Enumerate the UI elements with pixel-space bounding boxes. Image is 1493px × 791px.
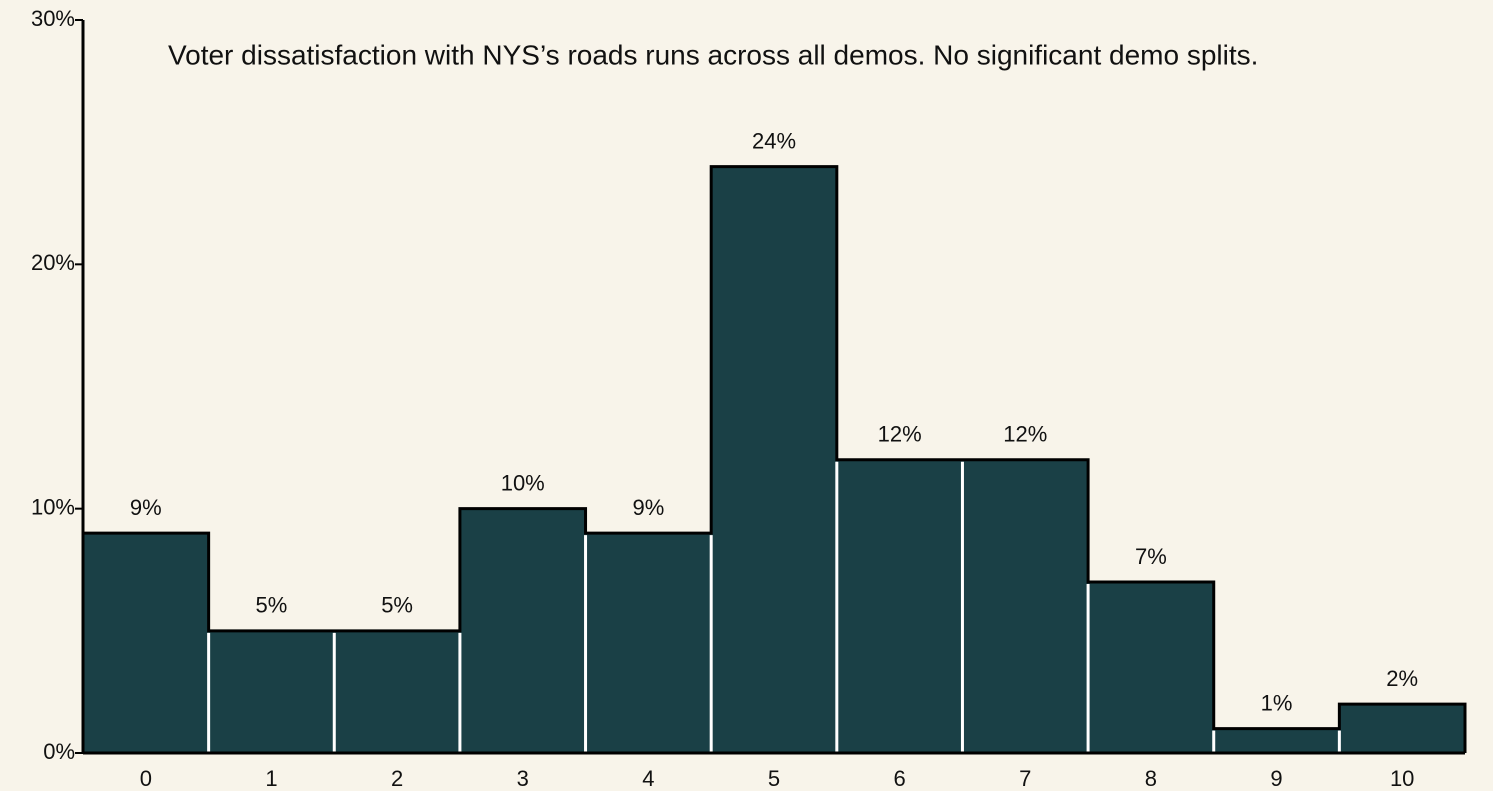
value-label: 24% bbox=[752, 128, 796, 153]
chart-title: Voter dissatisfaction with NYS’s roads r… bbox=[168, 39, 1258, 70]
y-tick-label: 20% bbox=[31, 250, 75, 275]
bar bbox=[962, 459, 1089, 753]
value-label: 1% bbox=[1261, 690, 1293, 715]
bar bbox=[459, 508, 586, 753]
bar bbox=[208, 630, 335, 753]
value-label: 9% bbox=[632, 495, 664, 520]
x-tick-label: 1 bbox=[265, 766, 277, 791]
y-tick-label: 30% bbox=[31, 6, 75, 31]
x-tick-label: 10 bbox=[1390, 766, 1414, 791]
x-tick-label: 7 bbox=[1019, 766, 1031, 791]
bar bbox=[585, 533, 712, 753]
value-label: 5% bbox=[381, 593, 413, 618]
x-tick-label: 0 bbox=[140, 766, 152, 791]
bar bbox=[1088, 581, 1214, 753]
x-tick-label: 8 bbox=[1145, 766, 1157, 791]
x-tick-label: 5 bbox=[768, 766, 780, 791]
value-label: 12% bbox=[1003, 422, 1047, 447]
x-tick-label: 2 bbox=[391, 766, 403, 791]
bar bbox=[334, 630, 460, 753]
value-label: 9% bbox=[130, 495, 162, 520]
y-tick-label: 0% bbox=[43, 739, 75, 764]
bar bbox=[83, 533, 209, 753]
value-label: 12% bbox=[878, 422, 922, 447]
bar bbox=[836, 459, 963, 753]
x-tick-label: 3 bbox=[517, 766, 529, 791]
value-label: 10% bbox=[501, 470, 545, 495]
value-label: 7% bbox=[1135, 544, 1167, 569]
bar bbox=[711, 166, 837, 754]
value-label: 2% bbox=[1386, 666, 1418, 691]
bar bbox=[1339, 704, 1465, 753]
x-tick-label: 6 bbox=[894, 766, 906, 791]
x-tick-label: 9 bbox=[1270, 766, 1282, 791]
value-label: 5% bbox=[256, 593, 288, 618]
y-tick-label: 10% bbox=[31, 494, 75, 519]
bar-outline bbox=[83, 165, 1467, 753]
bar bbox=[1213, 728, 1340, 753]
x-tick-label: 4 bbox=[642, 766, 654, 791]
